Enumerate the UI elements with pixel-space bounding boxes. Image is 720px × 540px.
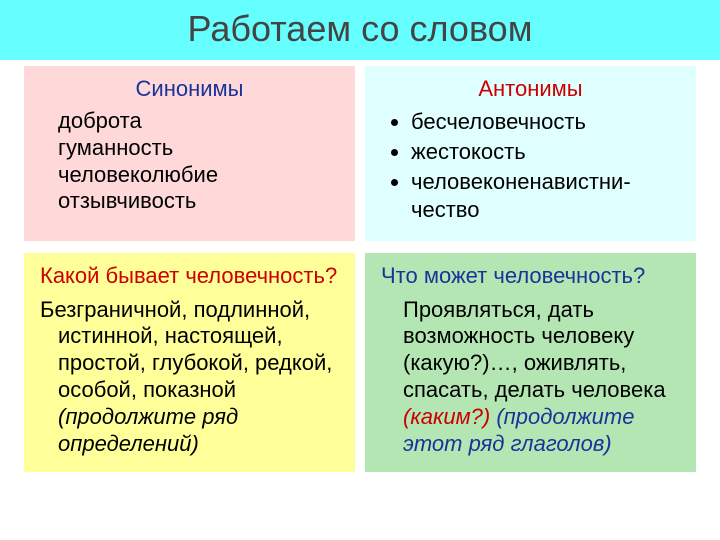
card-synonyms: Синонимы доброта гуманность человеколюби… xyxy=(24,66,355,241)
page-title: Работаем со словом xyxy=(188,8,533,49)
card-what-can: Что может человечность? Проявляться, дат… xyxy=(365,253,696,472)
title-bar: Работаем со словом xyxy=(0,0,720,60)
what-can-italic-1: (каким?) xyxy=(403,404,496,429)
which-body: Безграничной, подлинной, истинной, насто… xyxy=(40,297,339,458)
antonyms-list: бесчеловечность жестокость человеконенав… xyxy=(381,108,680,225)
card-antonyms: Антонимы бесчеловечность жестокость чело… xyxy=(365,66,696,241)
synonyms-line-2: гуманность человеколюбие отзывчивость xyxy=(40,135,339,215)
content-grid: Синонимы доброта гуманность человеколюби… xyxy=(0,60,720,472)
what-can-body: Проявляться, дать возможность человеку (… xyxy=(381,297,680,458)
list-item: бесчеловечность xyxy=(411,108,680,136)
which-heading: Какой бывает человечность? xyxy=(40,263,339,289)
which-body-italic: (продолжите ряд определений) xyxy=(58,404,238,456)
synonyms-heading: Синонимы xyxy=(40,76,339,102)
antonyms-heading: Антонимы xyxy=(381,76,680,102)
list-item: человеконенавистни-чество xyxy=(411,168,680,224)
card-which: Какой бывает человечность? Безграничной,… xyxy=(24,253,355,472)
synonyms-line-1: доброта xyxy=(40,108,339,135)
what-can-heading: Что может человечность? xyxy=(381,263,680,289)
what-can-body-plain: Проявляться, дать возможность человеку (… xyxy=(403,297,666,402)
which-body-plain: Безграничной, подлинной, истинной, насто… xyxy=(40,297,332,402)
list-item: жестокость xyxy=(411,138,680,166)
